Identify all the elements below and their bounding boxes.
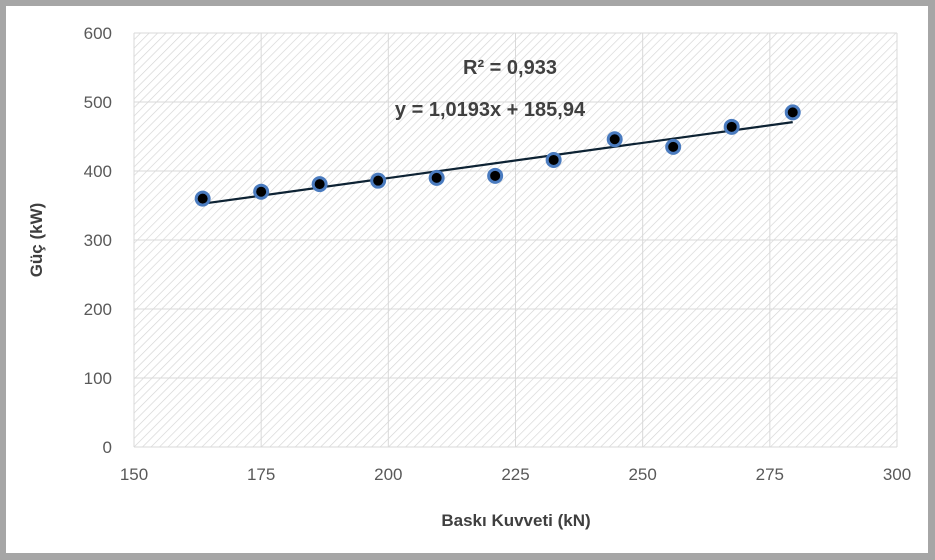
y-tick-label: 200	[84, 300, 112, 319]
data-point	[370, 172, 387, 189]
y-tick-label: 500	[84, 93, 112, 112]
x-axis-title: Baskı Kuvveti (kN)	[441, 511, 590, 530]
r-squared-annotation: R² = 0,933	[463, 57, 557, 79]
y-tick-label: 400	[84, 162, 112, 181]
data-point	[723, 118, 740, 135]
data-point	[311, 176, 328, 193]
data-points	[194, 104, 801, 207]
y-tick-label: 100	[84, 369, 112, 388]
x-tick-label: 200	[374, 465, 402, 484]
equation-annotation: y = 1,0193x + 185,94	[395, 99, 586, 121]
x-tick-label: 150	[120, 465, 148, 484]
data-point	[665, 138, 682, 155]
y-tick-label: 300	[84, 231, 112, 250]
y-tick-label: 0	[103, 438, 112, 457]
x-tick-label: 300	[883, 465, 911, 484]
x-tick-label: 175	[247, 465, 275, 484]
y-axis-title: Güç (kW)	[27, 203, 46, 278]
data-point	[428, 169, 445, 186]
data-point	[784, 104, 801, 121]
x-tick-label: 275	[756, 465, 784, 484]
scatter-chart: 0 100 200 300 400 500 600 150 175 200 225 250 275 300…	[27, 24, 912, 530]
data-point	[606, 131, 623, 148]
trendline	[202, 121, 793, 205]
trendline-layer	[202, 121, 793, 205]
data-point	[487, 167, 504, 184]
data-point	[194, 190, 211, 207]
chart-frame: 0 100 200 300 400 500 600 150 175 200 225 250 275 300…	[6, 6, 928, 553]
y-tick-label: 600	[84, 24, 112, 43]
data-point	[253, 183, 270, 200]
gridlines	[133, 32, 898, 448]
x-tick-label: 225	[501, 465, 529, 484]
data-point	[545, 151, 562, 168]
x-tick-label: 250	[628, 465, 656, 484]
tick-labels: 0 100 200 300 400 500 600 150 175 200 225 250 275 300	[84, 24, 912, 484]
